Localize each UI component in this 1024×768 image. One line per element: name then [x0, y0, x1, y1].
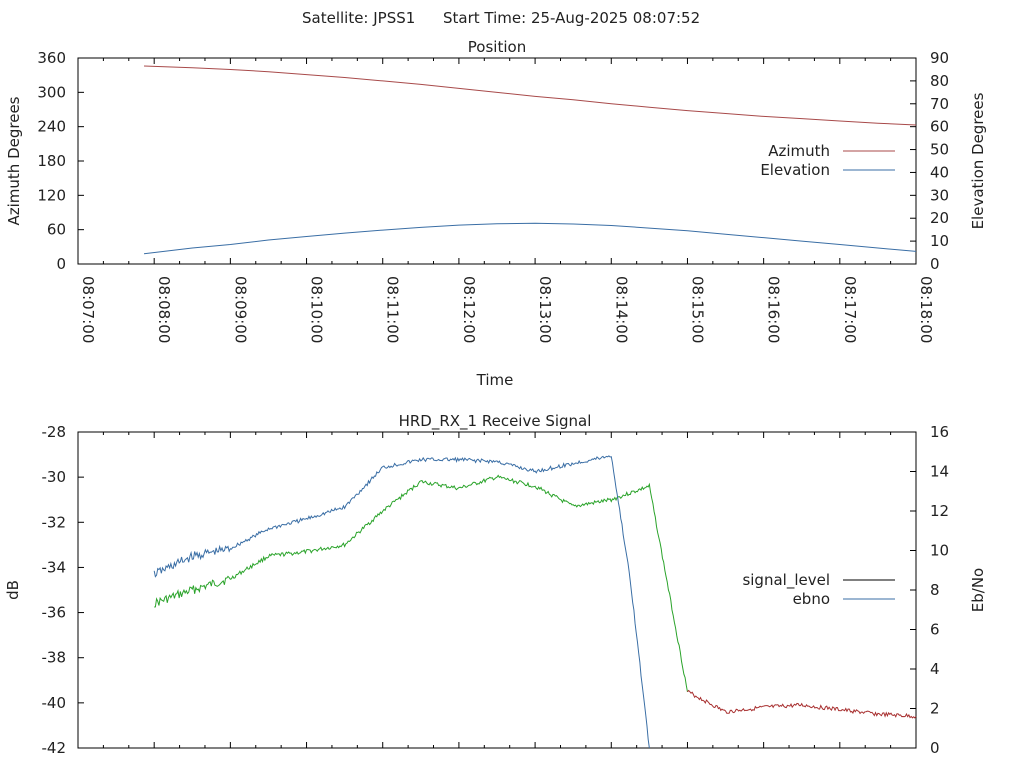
signal-chart: HRD_RX_1 Receive Signal -42 -40 -38 -36 -34 -…: [4, 412, 987, 757]
position-ylabel: Azimuth Degrees: [5, 96, 23, 225]
x-tick-label: 08:07:00: [79, 276, 97, 343]
series-line-ebno: [153, 455, 650, 749]
y-tick-label: -36: [42, 604, 67, 622]
y-tick-label: 360: [37, 49, 66, 67]
series-line-azimuth: [144, 65, 917, 126]
legend-signal-level-label: signal_level: [742, 571, 830, 590]
y-tick-label: 0: [56, 255, 66, 273]
header-satellite: Satellite: JPSS1: [302, 9, 415, 27]
signal-y2label: Eb/No: [969, 568, 987, 612]
signal-title: HRD_RX_1 Receive Signal: [399, 412, 592, 431]
signal-ylabel: dB: [4, 580, 22, 600]
x-tick-label: 08:16:00: [765, 276, 783, 343]
y-tick-label: 120: [37, 186, 66, 204]
y-tick-label: -40: [42, 694, 67, 712]
y2-tick-label: 2: [930, 700, 940, 718]
y-tick-label: 60: [47, 221, 66, 239]
position-xlabel: Time: [476, 371, 514, 389]
y2-tick-label: 50: [930, 141, 949, 159]
y-tick-label: 240: [37, 118, 66, 136]
series-line-elevation: [143, 222, 917, 255]
x-tick-label: 08:12:00: [460, 276, 478, 343]
y-tick-label: -38: [42, 649, 67, 667]
y-tick-label: -28: [42, 423, 67, 441]
y2-tick-label: 0: [930, 255, 940, 273]
y-tick-label: -42: [42, 739, 67, 757]
signal-plot-border: [77, 431, 917, 749]
legend-elevation-label: Elevation: [760, 161, 830, 179]
y-tick-label: -30: [42, 468, 67, 486]
legend-azimuth-label: Azimuth: [768, 142, 830, 160]
x-tick-label: 08:11:00: [384, 276, 402, 343]
x-tick-label: 08:13:00: [536, 276, 554, 343]
y2-tick-label: 60: [930, 118, 949, 136]
y2-tick-label: 70: [930, 95, 949, 113]
x-tick-label: 08:14:00: [612, 276, 630, 343]
y2-tick-label: 6: [930, 621, 940, 639]
position-chart: Position 0 60 120 180 240 300 360 0 10 20 30 40 50 6…: [5, 38, 987, 389]
y2-tick-label: 10: [930, 232, 949, 250]
y2-tick-label: 8: [930, 581, 940, 599]
position-title: Position: [468, 38, 526, 56]
legend-ebno-label: ebno: [793, 590, 830, 608]
x-tick-label: 08:17:00: [841, 276, 859, 343]
y2-tick-label: 30: [930, 186, 949, 204]
signal-legend: signal_level ebno: [742, 571, 895, 608]
x-tick-label: 08:08:00: [155, 276, 173, 343]
y2-tick-label: 14: [930, 463, 949, 481]
x-tick-label: 08:09:00: [231, 276, 249, 343]
y2-tick-label: 80: [930, 72, 949, 90]
position-legend: Azimuth Elevation: [760, 142, 895, 179]
y2-tick-label: 20: [930, 209, 949, 227]
y2-tick-label: 16: [930, 423, 949, 441]
series-line-signal-level-strong: [154, 474, 688, 692]
y-tick-label: -34: [42, 558, 67, 576]
y-tick-label: 180: [37, 152, 66, 170]
y2-tick-label: 0: [930, 739, 940, 757]
header-start-time: Start Time: 25-Aug-2025 08:07:52: [443, 9, 700, 27]
y2-tick-label: 90: [930, 49, 949, 67]
y-tick-label: -32: [42, 513, 67, 531]
y2-tick-label: 40: [930, 163, 949, 181]
x-tick-label: 08:18:00: [917, 276, 935, 343]
y2-tick-label: 4: [930, 660, 940, 678]
y-tick-label: 300: [37, 83, 66, 101]
position-y2label: Elevation Degrees: [969, 92, 987, 229]
y2-tick-label: 12: [930, 502, 949, 520]
y2-tick-label: 10: [930, 542, 949, 560]
x-tick-label: 08:15:00: [688, 276, 706, 343]
series-line-signal-level-weak: [687, 689, 917, 719]
x-tick-label: 08:10:00: [308, 276, 326, 343]
